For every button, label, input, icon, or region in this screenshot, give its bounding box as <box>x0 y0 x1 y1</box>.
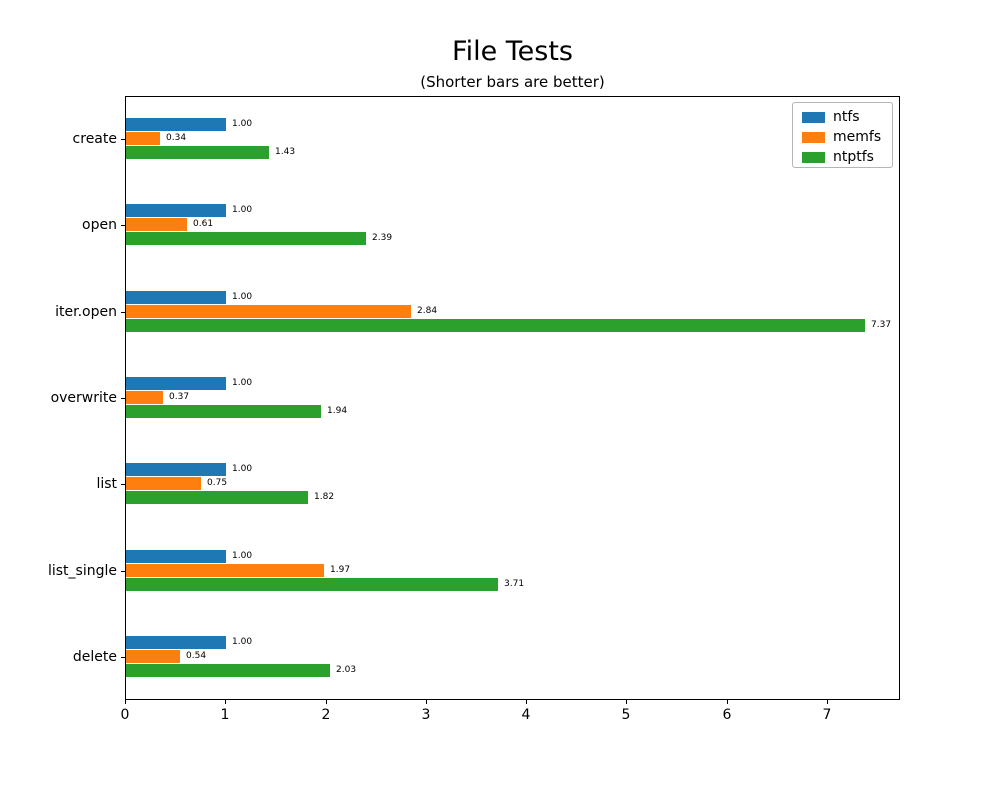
bar-value-label: 1.00 <box>232 292 253 302</box>
x-tick-mark <box>727 700 728 704</box>
bar-value-label: 1.82 <box>314 492 335 502</box>
bar-value-label: 1.43 <box>275 147 296 157</box>
bar-value-label: 2.84 <box>417 306 438 316</box>
x-tick-label-7: 7 <box>822 707 832 723</box>
bar-ntfs-open <box>126 204 226 217</box>
bar-ntptfs-list_single <box>126 578 498 591</box>
x-tick-mark <box>426 700 427 704</box>
x-tick-label-3: 3 <box>421 707 431 723</box>
y-tick-mark <box>121 571 125 572</box>
plot-area <box>125 96 900 700</box>
x-tick-label-0: 0 <box>120 707 130 723</box>
y-tick-label-list: list <box>96 476 117 492</box>
x-tick-mark <box>526 700 527 704</box>
x-tick-mark <box>326 700 327 704</box>
legend-item-memfs: memfs <box>793 128 892 147</box>
bar-value-label: 1.00 <box>232 637 253 647</box>
bar-memfs-create <box>126 132 160 145</box>
chart-title: File Tests <box>452 36 573 67</box>
y-tick-label-create: create <box>72 131 117 147</box>
y-tick-label-list_single: list_single <box>47 563 117 579</box>
bar-value-label: 1.00 <box>232 464 253 474</box>
legend-swatch-memfs <box>802 132 825 143</box>
bar-value-label: 1.94 <box>327 406 348 416</box>
bar-memfs-overwrite <box>126 391 163 404</box>
bar-ntptfs-list <box>126 491 308 504</box>
bar-ntptfs-overwrite <box>126 405 321 418</box>
x-tick-label-4: 4 <box>521 707 531 723</box>
bar-ntptfs-create <box>126 146 269 159</box>
y-tick-mark <box>121 225 125 226</box>
bar-value-label: 0.34 <box>166 133 187 143</box>
x-tick-mark <box>125 700 126 704</box>
bar-value-label: 1.97 <box>330 565 351 575</box>
legend-label-ntptfs: ntptfs <box>833 149 874 165</box>
bar-ntfs-create <box>126 118 226 131</box>
bar-memfs-open <box>126 218 187 231</box>
y-tick-label-overwrite: overwrite <box>50 390 117 406</box>
bar-ntfs-delete <box>126 636 226 649</box>
bar-value-label: 1.00 <box>232 551 253 561</box>
bar-ntptfs-open <box>126 232 366 245</box>
legend-item-ntfs: ntfs <box>793 108 892 127</box>
bar-value-label: 3.71 <box>504 579 525 589</box>
y-tick-mark <box>121 484 125 485</box>
bar-value-label: 2.39 <box>372 233 393 243</box>
x-tick-mark <box>225 700 226 704</box>
bar-value-label: 0.75 <box>207 478 228 488</box>
chart-subtitle: (Shorter bars are better) <box>420 73 605 91</box>
x-tick-label-5: 5 <box>621 707 631 723</box>
bar-value-label: 0.54 <box>186 651 207 661</box>
x-tick-label-2: 2 <box>321 707 331 723</box>
bar-ntfs-list <box>126 463 226 476</box>
bar-ntfs-list_single <box>126 550 226 563</box>
x-tick-mark <box>626 700 627 704</box>
legend-label-ntfs: ntfs <box>833 109 860 125</box>
bar-value-label: 1.00 <box>232 205 253 215</box>
bar-memfs-list <box>126 477 201 490</box>
y-tick-mark <box>121 398 125 399</box>
legend-swatch-ntptfs <box>802 152 825 163</box>
bar-value-label: 0.61 <box>193 219 214 229</box>
bar-value-label: 1.00 <box>232 378 253 388</box>
y-tick-mark <box>121 657 125 658</box>
x-tick-mark <box>827 700 828 704</box>
legend-item-ntptfs: ntptfs <box>793 148 892 167</box>
legend: ntfs memfs ntptfs <box>792 102 893 168</box>
y-tick-label-delete: delete <box>72 649 117 665</box>
legend-label-memfs: memfs <box>833 129 882 145</box>
legend-swatch-ntfs <box>802 112 825 123</box>
x-tick-label-6: 6 <box>722 707 732 723</box>
x-tick-label-1: 1 <box>220 707 230 723</box>
bar-ntptfs-delete <box>126 664 330 677</box>
bar-value-label: 2.03 <box>336 665 357 675</box>
bar-ntfs-iter.open <box>126 291 226 304</box>
y-tick-label-open: open <box>82 217 117 233</box>
bar-memfs-delete <box>126 650 180 663</box>
bar-value-label: 7.37 <box>871 320 892 330</box>
y-tick-label-iter.open: iter.open <box>55 304 117 320</box>
y-tick-mark <box>121 139 125 140</box>
bar-memfs-iter.open <box>126 305 411 318</box>
bar-ntptfs-iter.open <box>126 319 865 332</box>
bar-ntfs-overwrite <box>126 377 226 390</box>
y-tick-mark <box>121 312 125 313</box>
bar-value-label: 0.37 <box>169 392 190 402</box>
legend-items: ntfs memfs ntptfs <box>793 108 892 167</box>
bar-value-label: 1.00 <box>232 119 253 129</box>
bar-memfs-list_single <box>126 564 324 577</box>
